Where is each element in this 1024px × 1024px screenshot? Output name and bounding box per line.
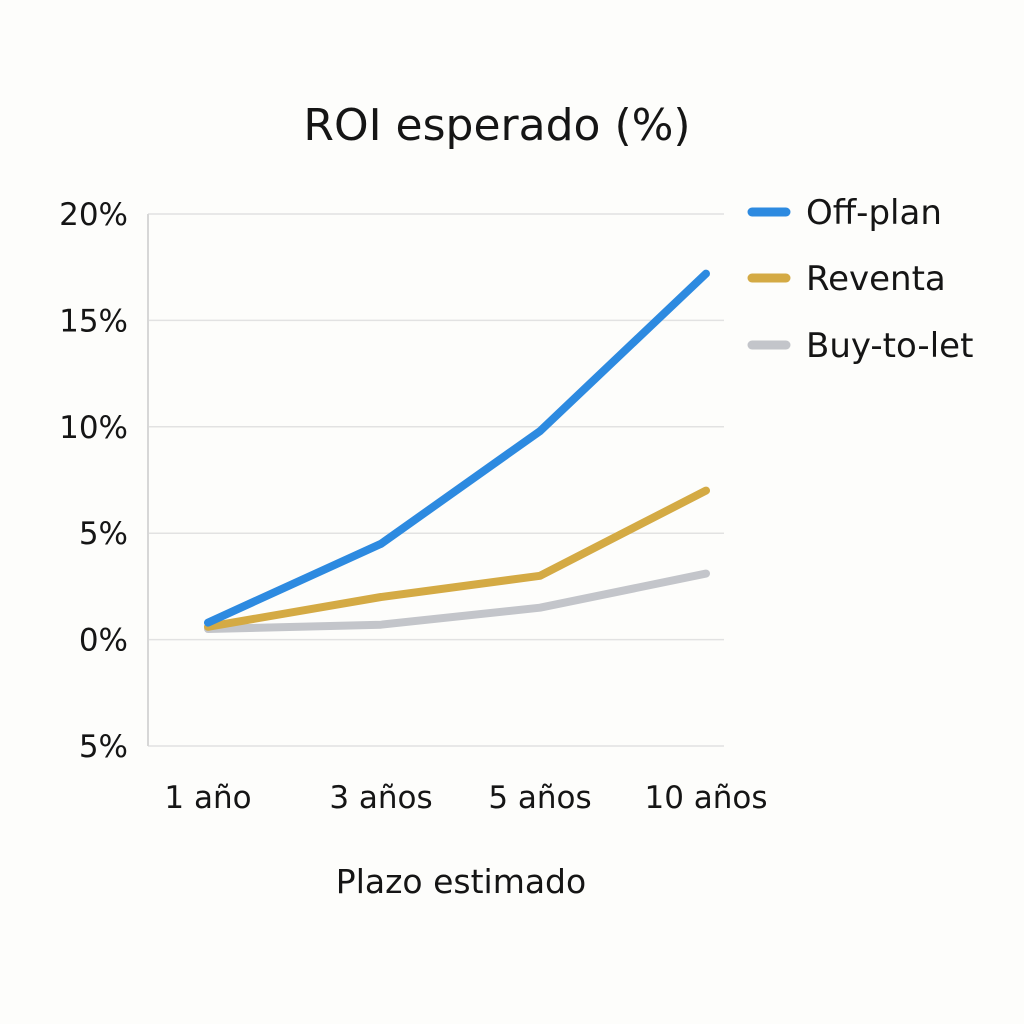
series-line-off-plan <box>204 269 710 627</box>
legend-label: Buy-to-let <box>806 326 973 366</box>
y-tick-label: 5% <box>79 729 128 765</box>
series-lines <box>204 269 710 633</box>
legend-item-reventa: Reventa <box>747 259 946 299</box>
y-tick-label: 15% <box>59 303 128 339</box>
legend-label: Off-plan <box>806 193 942 233</box>
x-tick-label: 3 años <box>329 780 432 816</box>
x-axis-label: Plazo estimado <box>336 862 586 901</box>
series-line-reventa <box>204 486 710 631</box>
x-tick-label: 5 años <box>488 780 591 816</box>
x-tick-label: 1 año <box>164 780 251 816</box>
legend: Off-plan Reventa Buy-to-let <box>747 193 973 366</box>
y-tick-label: 20% <box>59 197 128 233</box>
chart-title: ROI esperado (%) <box>303 100 690 151</box>
legend-item-buy-to-let: Buy-to-let <box>747 326 973 366</box>
gridlines <box>148 213 724 747</box>
y-tick-label: 10% <box>59 410 128 446</box>
legend-item-off-plan: Off-plan <box>747 193 942 233</box>
series-line-buy-to-let <box>204 569 710 633</box>
y-tick-label: 0% <box>79 623 128 659</box>
x-axis-ticks: 1 año 3 años 5 años 10 años <box>164 780 767 816</box>
y-axis-ticks: 20% 15% 10% 5% 0% 5% <box>59 197 128 765</box>
x-tick-label: 10 años <box>644 780 767 816</box>
legend-label: Reventa <box>806 259 946 299</box>
y-tick-label: 5% <box>79 516 128 552</box>
